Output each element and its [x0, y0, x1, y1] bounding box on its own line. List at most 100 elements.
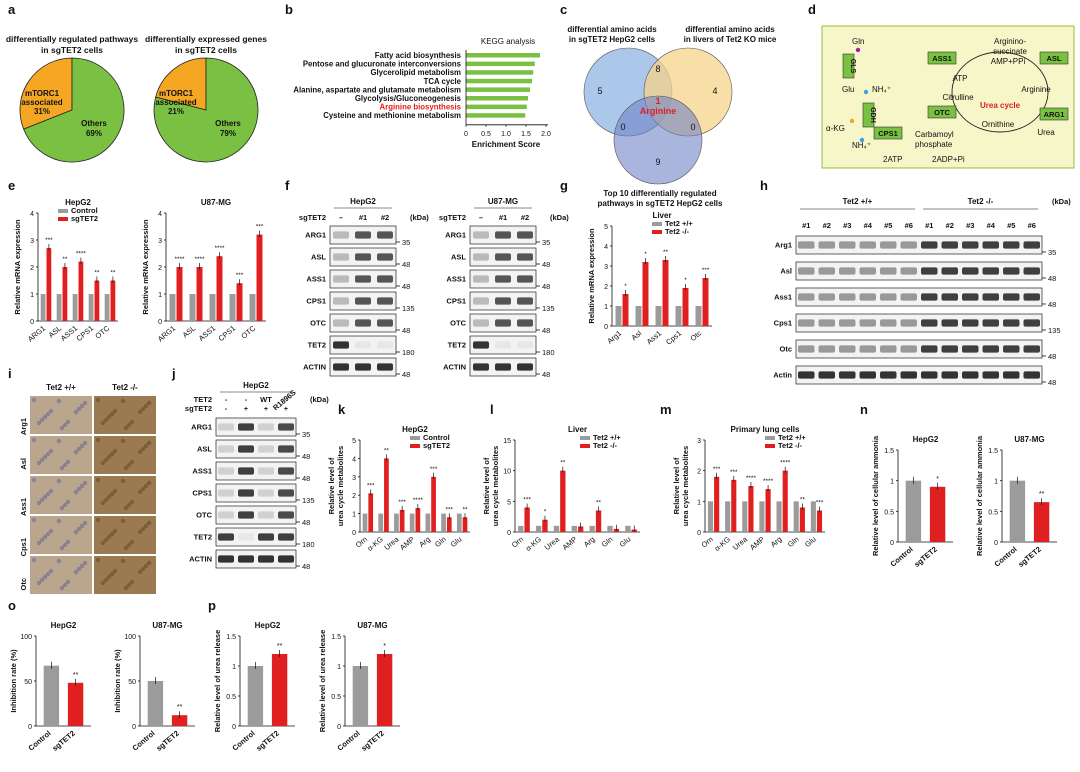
g-liver-legend-swatch: [652, 222, 662, 226]
o-hepg2-bar: [43, 665, 60, 726]
i-ihc-nucleus: [120, 518, 126, 524]
panel-letter-h: h: [760, 178, 768, 193]
m-bar-treat: [782, 470, 788, 532]
f-hepg2-band: [377, 231, 393, 239]
e-hepg2-tick-label: 0: [30, 319, 34, 326]
g-liver-tick-label: 5: [604, 224, 608, 231]
i-row-label: Cps1: [19, 538, 28, 556]
h-band: [880, 293, 897, 301]
h-band: [1003, 267, 1020, 275]
m-bar-control: [742, 501, 748, 532]
panel-letter-f: f: [285, 178, 290, 193]
o-hepg2-bar: [67, 682, 84, 726]
e-hepg2-bar-treat: [110, 280, 116, 321]
h-band: [962, 293, 979, 301]
g-liver-bar-treat: [622, 294, 629, 326]
o-hepg2-tick-label: 0: [28, 724, 32, 731]
h-band: [962, 319, 979, 327]
f-hepg2-band: [355, 363, 371, 371]
k-tick-label: 0: [352, 530, 356, 537]
e-hepg2-tick-label: 4: [30, 211, 34, 218]
f-hepg2-band: [355, 297, 371, 305]
i-ihc-nucleus: [123, 465, 129, 471]
f-hepg2-band: [377, 297, 393, 305]
p-u87-category: sgTET2: [359, 729, 386, 753]
o-hepg2-tick-label: 100: [20, 634, 32, 641]
i-ihc-nucleus: [140, 566, 146, 572]
f-u87-band: [517, 253, 533, 261]
node-akg: α-KG: [826, 124, 845, 133]
i-ihc-nucleus: [82, 520, 88, 526]
h-band: [839, 319, 856, 327]
i-ihc-nucleus: [31, 517, 37, 523]
e-hepg2-bar-treat: [62, 267, 68, 321]
p-hepg2-ylabel: Relative level of urea release: [213, 630, 222, 733]
l-bar-control: [553, 525, 560, 532]
n-u87-tick-label: 1.5: [988, 448, 998, 455]
j-protein-label: ACTIN: [189, 555, 212, 564]
p-hepg2-sig: **: [277, 643, 283, 650]
m-bar-treat: [748, 486, 754, 532]
h-band: [921, 319, 938, 327]
e-hepg2-bar-control: [88, 294, 94, 321]
p-hepg2-category: sgTET2: [254, 729, 281, 753]
l-ylabel: Relative level of: [482, 457, 491, 514]
l-bar-treat: [578, 526, 584, 532]
node-ornithine: Ornithine: [982, 120, 1015, 129]
slice-label: associated: [21, 98, 62, 107]
e-hepg2-title: HepG2: [65, 198, 91, 207]
i-ihc-nucleus: [45, 411, 51, 417]
l-bar-treat: [560, 470, 566, 532]
e-hepg2-bar-treat: [78, 261, 84, 321]
i-ihc-nucleus: [73, 569, 79, 575]
g-liver-bar-control: [695, 306, 702, 326]
panel-letter-n: n: [860, 402, 868, 417]
node-atp: ATP: [953, 74, 968, 83]
j-band: [258, 467, 274, 475]
f-hepg2-band: [333, 363, 349, 371]
node-nh4: NH₄⁺: [872, 85, 891, 94]
o-hepg2-ylabel: Inhibition rate (%): [9, 649, 18, 713]
f-hepg2-band: [333, 231, 349, 239]
o-hepg2-category: sgTET2: [50, 729, 77, 753]
pie-slice: [155, 57, 207, 111]
slice-percent: 31%: [34, 107, 50, 116]
g-liver-legend-label: Tet2 -/-: [665, 227, 690, 236]
j-row-label: sgTET2: [185, 404, 212, 413]
o-hepg2-tick-label: 50: [24, 679, 32, 686]
h-band: [859, 371, 876, 379]
i-ihc-nucleus: [103, 417, 109, 423]
h-band: [941, 267, 958, 275]
i-ihc-nucleus: [129, 419, 135, 425]
n-u87-tick-label: 0.5: [988, 509, 998, 516]
h-band: [839, 293, 856, 301]
k-bar-treat: [368, 493, 374, 532]
h-band: [880, 371, 897, 379]
m-sig: ***: [816, 500, 824, 507]
i-ihc-nucleus: [146, 560, 152, 566]
j-band: [278, 467, 294, 475]
f-hepg2-band: [333, 253, 349, 261]
f-u87-band: [495, 297, 511, 305]
e-u87-bar-treat: [176, 267, 183, 321]
f-hepg2-band: [333, 341, 349, 349]
kegg-xlabel: Enrichment Score: [472, 140, 541, 149]
l-sig: *: [544, 509, 547, 516]
n-hepg2-category: sgTET2: [912, 545, 939, 569]
kegg-bar: [466, 96, 528, 101]
f-u87-marker-label: 48: [542, 260, 550, 269]
l-category: Orn: [510, 535, 525, 550]
i-ihc-nucleus: [62, 502, 68, 508]
f-u87-protein-label: ASL: [451, 253, 466, 262]
m-bar-control: [793, 501, 799, 532]
f-u87-row-label: sgTET2: [439, 213, 466, 222]
h-lane-label: #1: [802, 221, 810, 230]
h-band: [818, 319, 835, 327]
f-hepg2-marker-label: 135: [402, 304, 415, 313]
j-band: [238, 467, 254, 475]
i-ihc-nucleus: [42, 534, 48, 540]
o-hepg2-sig: **: [73, 672, 79, 679]
enzyme-cps1: [873, 126, 903, 140]
f-u87-lane-label: #1: [499, 213, 507, 222]
node-argininosuccinate: Arginino-: [994, 37, 1026, 46]
